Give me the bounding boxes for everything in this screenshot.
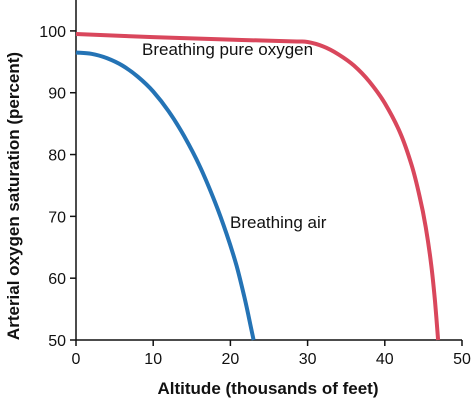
x-tick-label: 10 xyxy=(144,351,162,368)
series-line-breathing-pure-oxygen xyxy=(75,32,441,341)
y-axis-title: Arterial oxygen saturation (percent) xyxy=(4,52,23,340)
x-tick-label: 30 xyxy=(299,351,317,368)
y-tick-label: 90 xyxy=(48,86,66,103)
y-tick-label: 60 xyxy=(48,271,66,288)
y-tick-label: 100 xyxy=(39,24,66,41)
series-group: Breathing pure oxygen Breathing air xyxy=(75,32,441,341)
series-line-breathing-air xyxy=(75,50,256,341)
y-tick-label: 70 xyxy=(48,209,66,226)
axes: 50 60 70 80 90 100 0 10 20 30 40 50 xyxy=(39,0,471,368)
x-tick-label: 50 xyxy=(453,351,471,368)
y-tick-label: 80 xyxy=(48,148,66,165)
x-tick-label: 40 xyxy=(376,351,394,368)
x-tick-label: 0 xyxy=(72,351,81,368)
x-axis-title: Altitude (thousands of feet) xyxy=(158,379,379,398)
x-tick-label: 20 xyxy=(222,351,240,368)
y-tick-label: 50 xyxy=(48,333,66,350)
series-label-breathing-pure-oxygen: Breathing pure oxygen xyxy=(142,40,313,59)
series-label-breathing-air: Breathing air xyxy=(230,213,327,232)
